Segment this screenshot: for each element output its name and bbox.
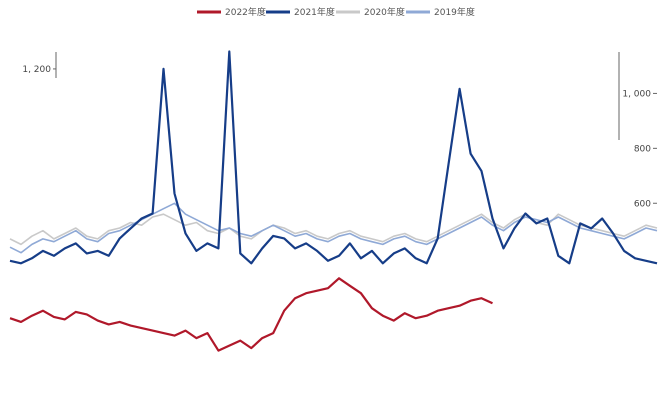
- right-tick-label: 800: [634, 144, 651, 154]
- right-tick-label: 1, 000: [622, 89, 651, 99]
- legend-label-2019: 2019年度: [434, 6, 475, 18]
- series-line-2022年度: [9, 277, 493, 352]
- series-line-2021年度: [9, 50, 658, 265]
- left-tick-label: 1, 200: [22, 65, 51, 75]
- legend-item-2021[interactable]: 2021年度: [266, 6, 335, 18]
- legend: 2022年度 2021年度 2020年度 2019年度: [197, 6, 475, 18]
- right-axis-ticks: 600 800 1, 000: [622, 89, 657, 209]
- legend-item-2020[interactable]: 2020年度: [336, 6, 405, 18]
- legend-item-2022[interactable]: 2022年度: [197, 6, 266, 18]
- legend-label-2020: 2020年度: [364, 6, 405, 18]
- legend-label-2022: 2022年度: [225, 6, 266, 18]
- series-lines: [9, 50, 658, 352]
- left-axis-ticks: 1, 200: [22, 65, 56, 75]
- legend-label-2021: 2021年度: [294, 6, 335, 18]
- right-tick-label: 600: [634, 199, 651, 209]
- legend-item-2019[interactable]: 2019年度: [406, 6, 475, 18]
